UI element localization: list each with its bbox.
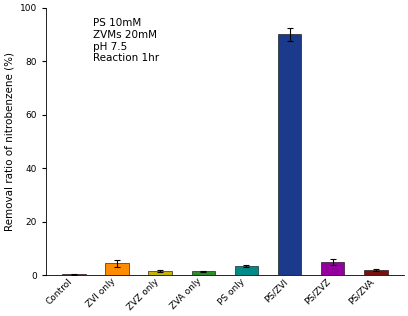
Bar [321,262,344,276]
Bar [105,264,129,276]
Bar [278,34,302,276]
Bar [149,270,172,276]
Bar [62,274,86,276]
Text: PS 10mM
ZVMs 20mM
pH 7.5
Reaction 1hr: PS 10mM ZVMs 20mM pH 7.5 Reaction 1hr [93,18,159,63]
Bar [191,271,215,276]
Bar [235,266,258,276]
Y-axis label: Removal ratio of nitrobenzene (%): Removal ratio of nitrobenzene (%) [4,52,14,231]
Bar [364,270,388,276]
